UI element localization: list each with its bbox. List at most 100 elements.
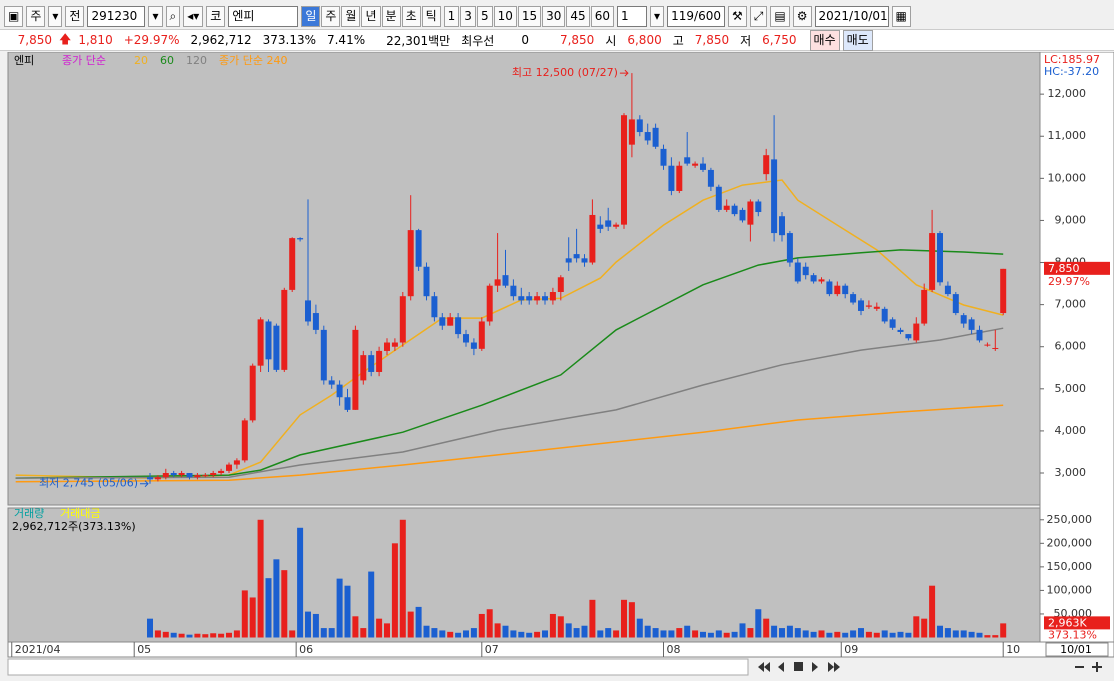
settings[interactable]: ⚙ [792,5,812,27]
candle-body [447,317,454,326]
candle-body [518,296,525,301]
volume-bar [739,623,746,638]
volume-bar [344,585,351,638]
zoom-out[interactable] [1075,666,1084,668]
candle-body [226,464,232,471]
volume-bar [447,631,454,638]
rewind[interactable] [758,662,770,672]
candle-body [755,201,762,213]
candle-body [913,323,920,341]
candle-body [328,380,335,385]
turnover: 7.41% [326,33,366,47]
zoom-in[interactable] [1092,662,1102,672]
volume-bar [415,606,422,638]
current-date-box [1045,642,1109,657]
candle-body [968,319,975,330]
volume-bar [233,630,240,638]
period-button[interactable]: 월 [341,5,361,27]
volume-bar [470,628,477,638]
volume-bar [557,616,564,638]
interval-button[interactable]: 5 [476,5,493,27]
symbol-legend: 엔피 [14,54,34,67]
type[interactable]: 전 [65,5,85,27]
period-button[interactable]: 초 [401,5,421,27]
market[interactable]: 주 [26,5,46,27]
exchange[interactable]: 코 [206,5,226,27]
volume-bar [968,631,975,638]
period-button[interactable]: 틱 [421,5,441,27]
candle-body [439,317,446,326]
volume-bar [621,599,627,638]
candle-body [692,163,699,166]
sound[interactable]: ◂▾ [183,5,204,27]
volume-bar [652,628,659,638]
candle-body [320,329,327,381]
candle-body [786,233,793,263]
volume-bar [834,631,841,638]
volume-bar [312,613,319,638]
menu-button[interactable]: ▣ [4,5,24,27]
code-input[interactable]: 291230 [87,5,146,27]
interval-button[interactable]: 1 [443,5,460,27]
save[interactable]: ▤ [770,5,790,27]
candle-body [889,319,896,328]
candle-body [186,473,193,478]
candle-body [1000,268,1007,314]
search[interactable]: ⌕ [165,5,181,27]
candle-body [178,473,185,476]
prev[interactable] [778,662,784,672]
volume-bar [249,597,256,638]
period-button[interactable]: 일 [301,5,321,27]
period-button[interactable]: 분 [381,5,401,27]
volume-bar [384,623,390,638]
stop[interactable] [794,662,803,671]
name-input[interactable]: 엔피 [228,5,299,27]
volume-bar [542,630,548,638]
next[interactable] [812,662,818,672]
dropdown[interactable]: ▾ [48,5,63,27]
interval-button[interactable]: 15 [517,5,542,27]
low-annotation: 최저 2,745 (05/06) [39,477,138,490]
period-button[interactable]: 년 [361,5,381,27]
change: 1,810 [78,33,113,47]
ma-line [15,327,1004,479]
buy-button[interactable]: 매수 [809,29,840,51]
interval-button[interactable]: 60 [590,5,614,27]
candle-body [573,254,580,259]
x-tick-label: 07 [485,643,499,656]
candle-body [636,119,643,133]
candle-body [305,300,311,322]
period-button[interactable]: 주 [321,5,341,27]
candle-body [976,329,983,341]
candle-body [858,300,864,311]
interval-button[interactable]: 45 [566,5,590,27]
interval-button[interactable]: 30 [542,5,566,27]
sell-button[interactable]: 매도 [842,29,873,51]
dropdown[interactable]: ▾ [649,5,665,27]
candle-body [905,334,912,339]
dropdown[interactable]: ▾ [148,5,163,27]
y-tick-label: 250,000 [1047,513,1093,526]
up-arrow: 🡅 [59,31,72,46]
date-axis [7,641,1114,658]
candle-body [937,233,943,283]
volume-bar [715,630,722,638]
volume-bar [889,632,896,638]
volume-bar [297,527,304,638]
date-input[interactable]: 2021/10/01 [814,5,889,27]
multiplier[interactable]: 1 [616,5,647,27]
forward[interactable] [828,662,840,672]
interval-button[interactable]: 3 [460,5,476,27]
scrollbar[interactable] [7,658,749,676]
volume-bar [676,628,683,638]
candle-body [542,296,548,301]
volume-bar [1000,623,1007,638]
interval-button[interactable]: 10 [493,5,517,27]
candle-body [202,475,209,477]
hc-label: HC:-37.20 [1044,65,1099,78]
tool[interactable]: ⚒ [728,5,747,27]
tool[interactable]: ⤢ [749,5,768,27]
volume-bar [241,590,248,638]
calendar[interactable]: ▦ [891,5,911,27]
last-volume-label: 2,963K [1048,616,1087,629]
